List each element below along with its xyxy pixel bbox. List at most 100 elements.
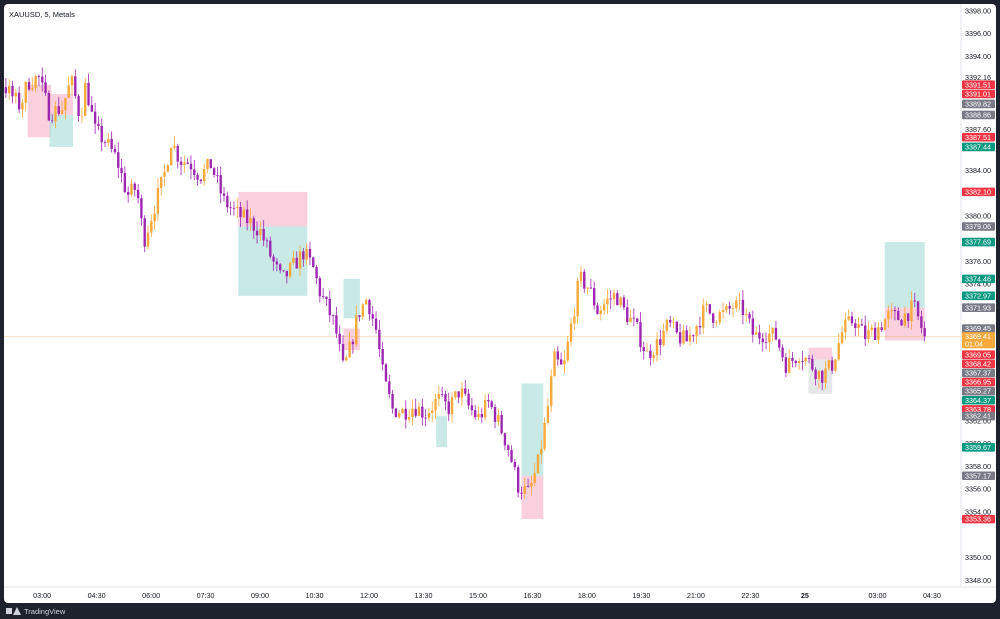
candle-body xyxy=(761,338,764,343)
candle-body xyxy=(771,327,774,334)
price-tick-label: 3396.00 xyxy=(965,29,991,38)
candle-body xyxy=(702,305,705,328)
price-badge-label: 3365.27 xyxy=(965,387,991,396)
trade-zone-tp[interactable] xyxy=(343,278,360,319)
candle-body xyxy=(427,413,431,419)
candle-body xyxy=(778,339,781,348)
trade-zone-sl[interactable] xyxy=(343,328,360,351)
candle-body xyxy=(523,486,526,494)
candle-body xyxy=(464,388,467,394)
candle-body xyxy=(80,115,84,117)
trade-zone-sl[interactable] xyxy=(808,347,833,360)
candle-body xyxy=(87,82,90,106)
candle-body xyxy=(563,360,566,365)
candle-body xyxy=(530,482,533,487)
trade-zone-sl[interactable] xyxy=(238,191,308,227)
candle-body xyxy=(100,125,103,143)
candle-body xyxy=(196,174,199,180)
candle-body xyxy=(913,300,916,302)
candle-body xyxy=(916,301,920,317)
price-badge-green xyxy=(962,274,995,284)
candle-body xyxy=(814,369,817,379)
candle-body xyxy=(890,310,893,312)
candle-body xyxy=(774,327,778,340)
candle-body xyxy=(632,317,636,319)
trade-zone-sl[interactable] xyxy=(27,122,52,138)
candle-body xyxy=(516,467,520,493)
candle-body xyxy=(533,472,536,483)
time-tick-label: 07:30 xyxy=(197,591,215,600)
price-tick-label: 3398.00 xyxy=(965,6,991,15)
symbol-title[interactable]: XAUUSD, 5, Metals xyxy=(9,10,75,19)
candle-body xyxy=(844,319,847,333)
candle-body xyxy=(285,270,289,277)
candle-body xyxy=(497,414,500,422)
price-tick-label: 3362.00 xyxy=(965,416,991,425)
price-badge-green xyxy=(962,142,995,152)
price-badge-label: 3357.17 xyxy=(965,471,991,480)
candle-body xyxy=(298,251,302,269)
time-tick-label: 09:00 xyxy=(251,591,269,600)
price-badge-gray xyxy=(962,110,995,120)
candlestick-chart[interactable]: 3398.003396.003394.003392.163387.603386.… xyxy=(4,4,996,603)
trade-zone-tp[interactable] xyxy=(436,416,448,448)
footer-brand[interactable]: TradingView xyxy=(6,605,65,617)
candle-body xyxy=(54,106,57,122)
price-badge-red xyxy=(962,359,995,369)
candle-body xyxy=(315,267,318,279)
price-badge-label: 3371.93 xyxy=(965,303,991,312)
candle-body xyxy=(249,218,252,224)
candle-body xyxy=(275,261,279,265)
candle-body xyxy=(44,82,47,94)
candle-body xyxy=(850,316,854,324)
time-tick-label: 04:30 xyxy=(88,591,106,600)
candle-body xyxy=(738,299,741,301)
candle-body xyxy=(421,406,424,418)
price-badge-label: 3369.05 xyxy=(965,350,991,359)
candle-body xyxy=(470,405,474,411)
candle-body xyxy=(893,310,897,312)
candle-body xyxy=(903,313,907,326)
candle-body xyxy=(113,148,117,153)
trade-zone-tp[interactable] xyxy=(521,383,544,476)
candle-body xyxy=(126,192,130,195)
candle-body xyxy=(794,360,797,363)
candle-body xyxy=(645,350,649,352)
price-tick-label: 3384.00 xyxy=(965,166,991,175)
price-tick-label: 3354.00 xyxy=(965,507,991,516)
candle-body xyxy=(292,257,295,264)
candle-body xyxy=(374,318,378,330)
price-badge-gray xyxy=(962,222,995,231)
price-badge-red xyxy=(962,89,995,99)
price-badge-green xyxy=(962,442,995,452)
candle-body xyxy=(17,92,21,110)
price-badge-label: 3362.41 xyxy=(965,412,991,421)
candle-body xyxy=(47,93,51,121)
time-tick-label: 03:00 xyxy=(33,591,51,600)
candle-body xyxy=(457,391,460,398)
time-tick-label: 25 xyxy=(801,591,809,600)
trade-zone-tp[interactable] xyxy=(49,114,74,147)
candle-body xyxy=(513,461,517,468)
candle-body xyxy=(222,193,226,196)
candle-body xyxy=(295,257,298,269)
candle-body xyxy=(923,327,926,337)
candle-body xyxy=(60,109,64,114)
candle-body xyxy=(169,147,173,166)
candle-body xyxy=(477,413,480,418)
candle-body xyxy=(371,314,374,319)
trade-zone-tp[interactable] xyxy=(884,242,925,308)
candle-body xyxy=(675,321,678,333)
candle-body xyxy=(84,82,87,116)
candle-body xyxy=(556,351,560,360)
trade-zone-gray[interactable] xyxy=(808,359,833,394)
candle-body xyxy=(840,332,844,344)
brand-label: TradingView xyxy=(24,606,66,616)
candle-body xyxy=(335,315,338,334)
candle-body xyxy=(490,401,493,407)
candle-body xyxy=(262,228,265,241)
candle-body xyxy=(321,296,325,298)
price-badge-label: 3364.37 xyxy=(965,396,991,405)
candle-body xyxy=(705,304,708,306)
candle-body xyxy=(24,81,27,103)
